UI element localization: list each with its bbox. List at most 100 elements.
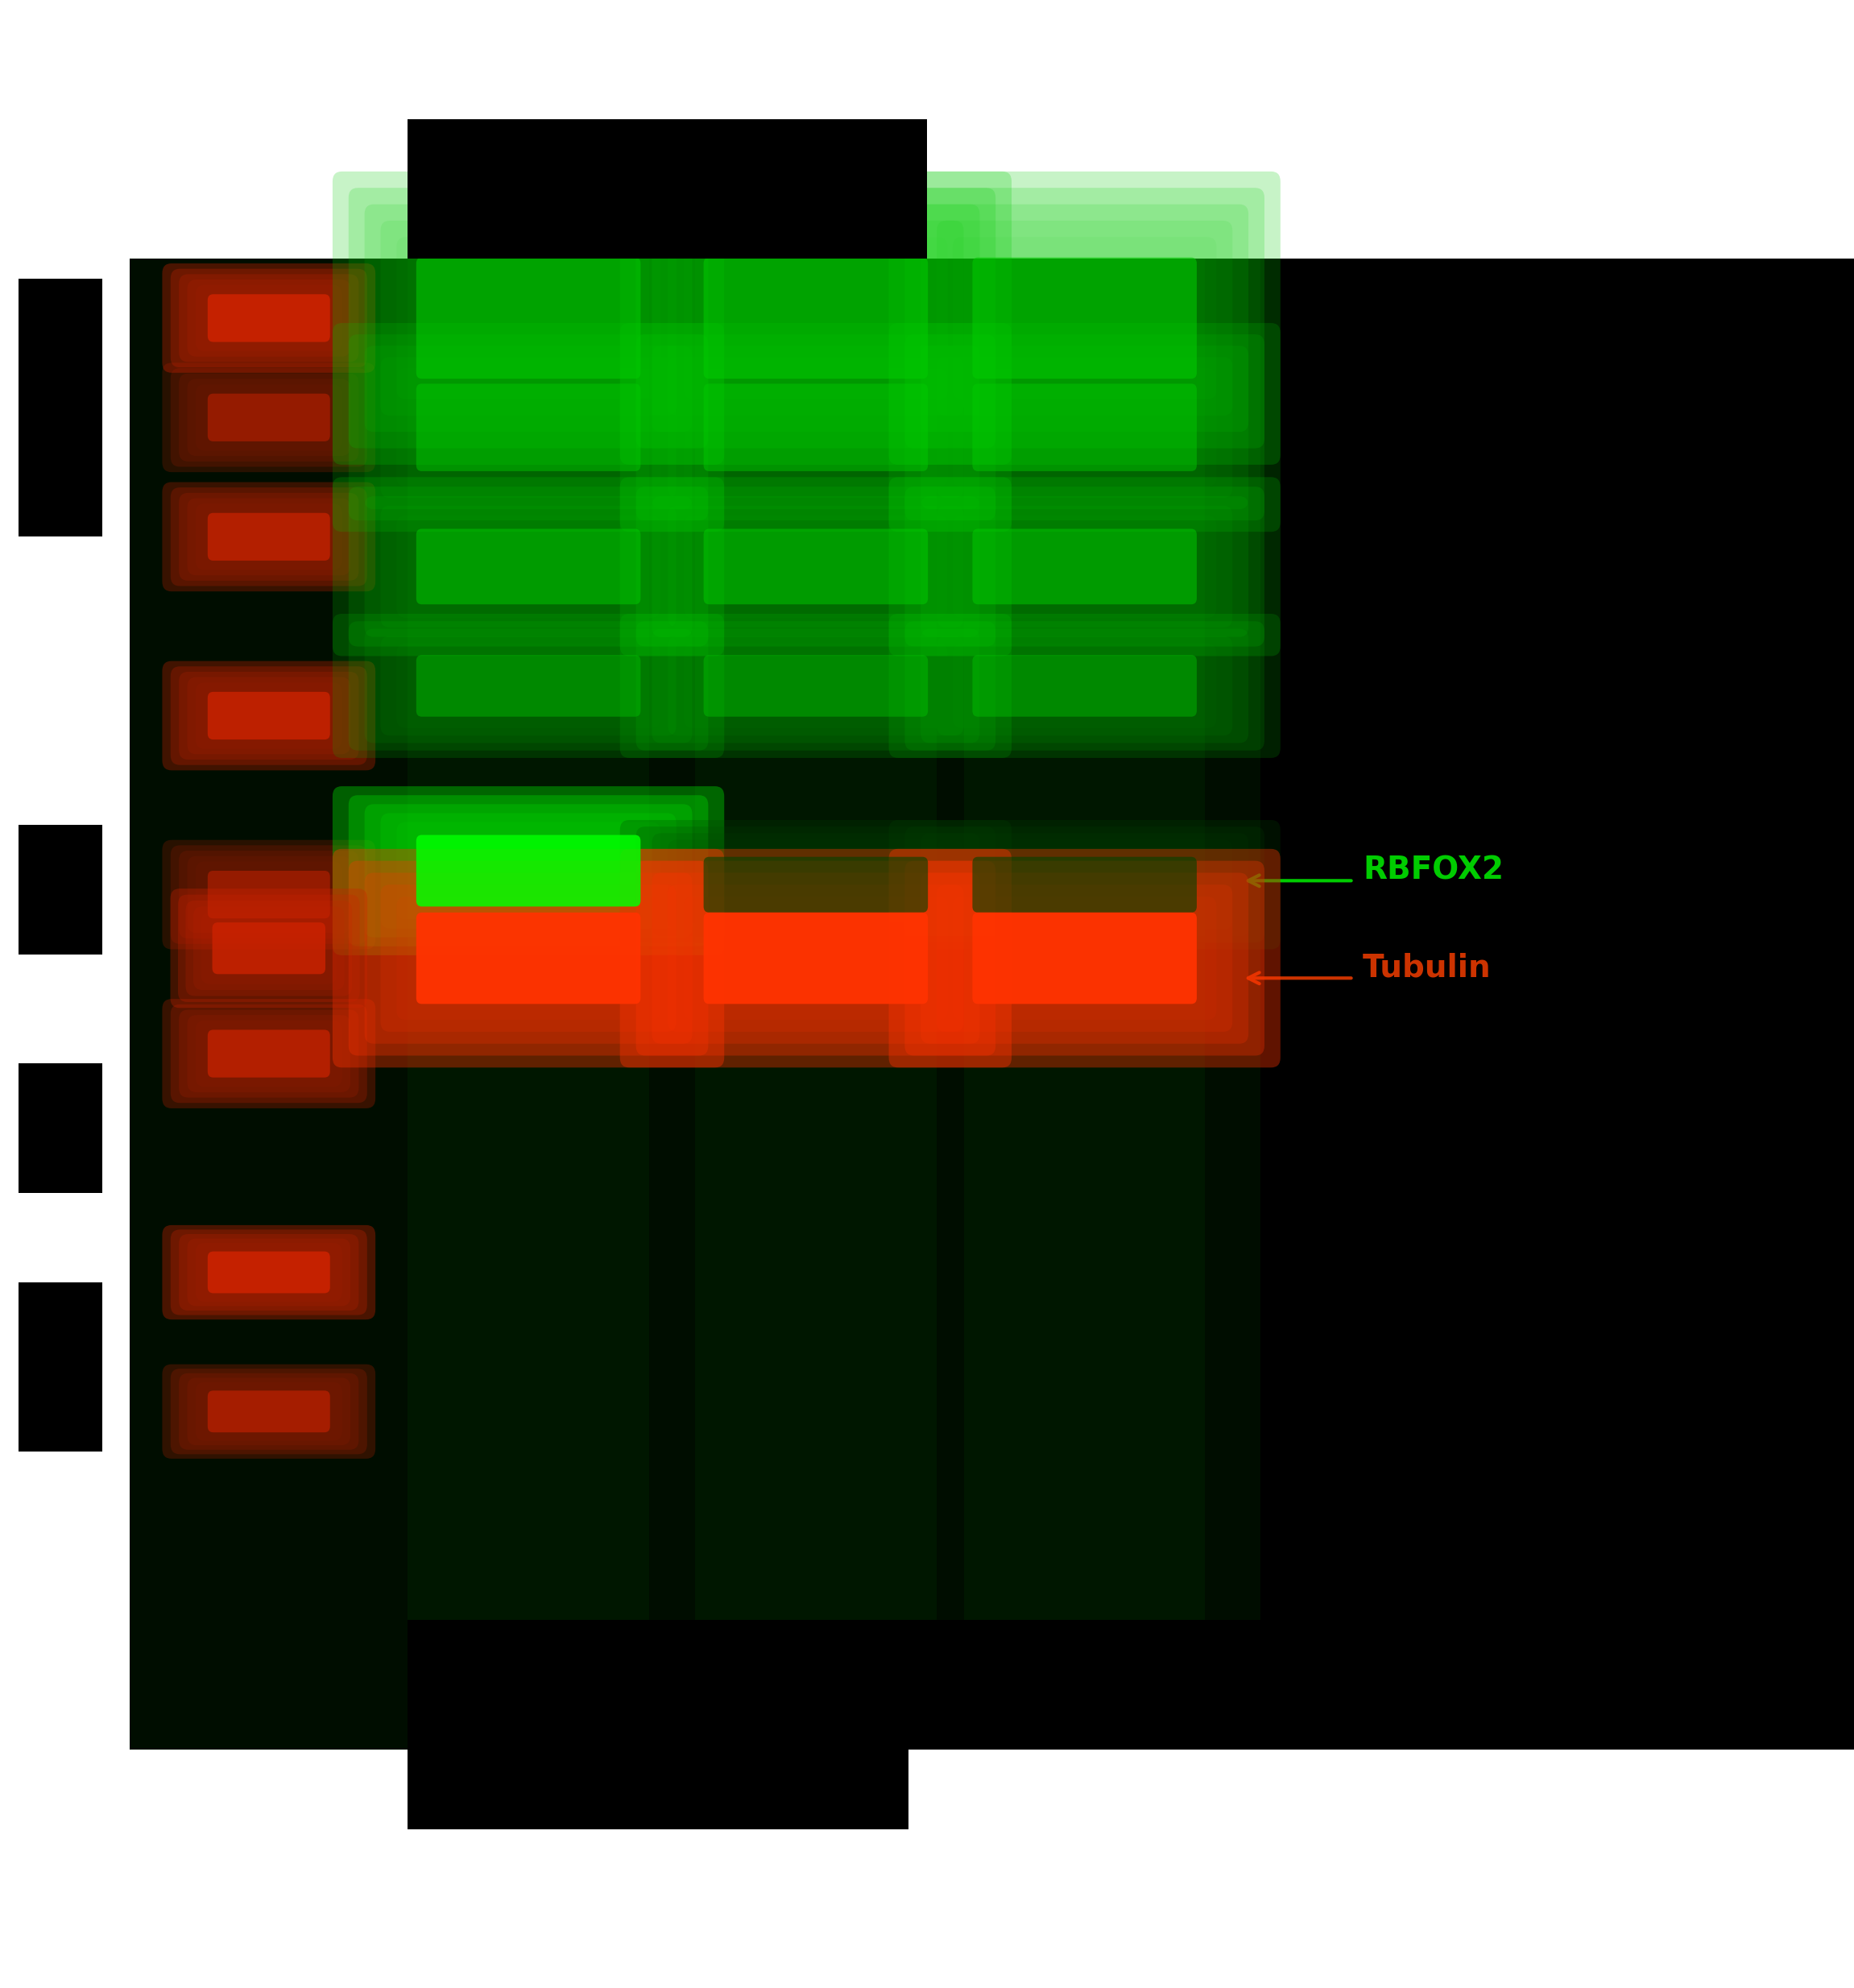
FancyBboxPatch shape bbox=[888, 614, 1281, 757]
FancyBboxPatch shape bbox=[163, 839, 375, 948]
Bar bbox=[408, 258, 649, 1749]
FancyBboxPatch shape bbox=[667, 636, 964, 736]
FancyBboxPatch shape bbox=[653, 833, 979, 936]
FancyBboxPatch shape bbox=[187, 380, 350, 455]
FancyBboxPatch shape bbox=[667, 505, 964, 628]
FancyBboxPatch shape bbox=[171, 889, 367, 1008]
FancyBboxPatch shape bbox=[163, 262, 375, 374]
FancyBboxPatch shape bbox=[349, 189, 708, 449]
FancyBboxPatch shape bbox=[653, 628, 979, 744]
FancyBboxPatch shape bbox=[936, 839, 1233, 930]
FancyBboxPatch shape bbox=[380, 358, 677, 497]
FancyBboxPatch shape bbox=[195, 682, 341, 749]
FancyBboxPatch shape bbox=[415, 256, 640, 378]
FancyBboxPatch shape bbox=[415, 529, 640, 604]
FancyBboxPatch shape bbox=[187, 280, 350, 356]
FancyBboxPatch shape bbox=[208, 1252, 330, 1294]
FancyBboxPatch shape bbox=[187, 1378, 350, 1445]
FancyBboxPatch shape bbox=[208, 513, 330, 561]
FancyBboxPatch shape bbox=[208, 1030, 330, 1077]
FancyBboxPatch shape bbox=[921, 628, 1248, 744]
FancyBboxPatch shape bbox=[163, 481, 375, 592]
FancyBboxPatch shape bbox=[921, 205, 1248, 431]
FancyBboxPatch shape bbox=[171, 368, 367, 467]
FancyBboxPatch shape bbox=[953, 897, 1216, 1020]
FancyBboxPatch shape bbox=[195, 1242, 341, 1302]
Text: RBFOX2: RBFOX2 bbox=[1363, 855, 1504, 887]
Bar bbox=[964, 258, 1205, 1749]
FancyBboxPatch shape bbox=[636, 487, 996, 646]
FancyBboxPatch shape bbox=[365, 205, 692, 431]
FancyBboxPatch shape bbox=[921, 346, 1248, 509]
FancyBboxPatch shape bbox=[208, 1392, 330, 1431]
FancyBboxPatch shape bbox=[636, 620, 996, 749]
FancyBboxPatch shape bbox=[365, 805, 692, 936]
FancyBboxPatch shape bbox=[163, 362, 375, 471]
FancyBboxPatch shape bbox=[163, 1225, 375, 1320]
FancyBboxPatch shape bbox=[397, 821, 660, 918]
FancyBboxPatch shape bbox=[888, 819, 1281, 948]
FancyBboxPatch shape bbox=[667, 839, 964, 930]
Bar bbox=[19, 278, 102, 537]
FancyBboxPatch shape bbox=[187, 1016, 350, 1091]
FancyBboxPatch shape bbox=[171, 268, 367, 368]
FancyBboxPatch shape bbox=[365, 628, 692, 744]
FancyBboxPatch shape bbox=[905, 827, 1264, 942]
FancyBboxPatch shape bbox=[208, 394, 330, 441]
FancyBboxPatch shape bbox=[171, 666, 367, 765]
FancyBboxPatch shape bbox=[971, 384, 1196, 471]
FancyBboxPatch shape bbox=[187, 678, 350, 753]
Bar bbox=[408, 1730, 908, 1829]
FancyBboxPatch shape bbox=[705, 529, 929, 604]
FancyBboxPatch shape bbox=[905, 620, 1264, 749]
FancyBboxPatch shape bbox=[619, 849, 1012, 1068]
FancyBboxPatch shape bbox=[349, 620, 708, 749]
FancyBboxPatch shape bbox=[193, 907, 345, 990]
FancyBboxPatch shape bbox=[185, 901, 352, 996]
FancyBboxPatch shape bbox=[171, 845, 367, 944]
FancyBboxPatch shape bbox=[636, 189, 996, 449]
FancyBboxPatch shape bbox=[636, 827, 996, 942]
FancyBboxPatch shape bbox=[195, 284, 341, 352]
FancyBboxPatch shape bbox=[667, 358, 964, 497]
FancyBboxPatch shape bbox=[195, 1020, 341, 1087]
FancyBboxPatch shape bbox=[163, 1364, 375, 1459]
FancyBboxPatch shape bbox=[187, 499, 350, 575]
FancyBboxPatch shape bbox=[415, 384, 640, 471]
FancyBboxPatch shape bbox=[936, 221, 1233, 415]
FancyBboxPatch shape bbox=[619, 322, 1012, 531]
FancyBboxPatch shape bbox=[349, 795, 708, 946]
FancyBboxPatch shape bbox=[653, 346, 979, 509]
FancyBboxPatch shape bbox=[705, 256, 929, 378]
FancyBboxPatch shape bbox=[178, 374, 358, 461]
Text: Tubulin: Tubulin bbox=[1363, 952, 1491, 984]
FancyBboxPatch shape bbox=[332, 477, 725, 656]
FancyBboxPatch shape bbox=[936, 636, 1233, 736]
FancyBboxPatch shape bbox=[936, 358, 1233, 497]
FancyBboxPatch shape bbox=[921, 497, 1248, 636]
FancyBboxPatch shape bbox=[415, 912, 640, 1004]
FancyBboxPatch shape bbox=[208, 692, 330, 740]
Bar bbox=[408, 1620, 1261, 1749]
Bar bbox=[19, 1064, 102, 1193]
FancyBboxPatch shape bbox=[380, 885, 677, 1032]
FancyBboxPatch shape bbox=[380, 221, 677, 415]
FancyBboxPatch shape bbox=[171, 1370, 367, 1455]
FancyBboxPatch shape bbox=[380, 813, 677, 928]
FancyBboxPatch shape bbox=[905, 487, 1264, 646]
FancyBboxPatch shape bbox=[171, 487, 367, 586]
FancyBboxPatch shape bbox=[705, 654, 929, 718]
FancyBboxPatch shape bbox=[971, 256, 1196, 378]
Bar bbox=[130, 258, 1298, 1749]
FancyBboxPatch shape bbox=[619, 477, 1012, 656]
FancyBboxPatch shape bbox=[653, 497, 979, 636]
FancyBboxPatch shape bbox=[380, 636, 677, 736]
FancyBboxPatch shape bbox=[397, 897, 660, 1020]
FancyBboxPatch shape bbox=[705, 384, 929, 471]
FancyBboxPatch shape bbox=[667, 885, 964, 1032]
FancyBboxPatch shape bbox=[971, 654, 1196, 718]
FancyBboxPatch shape bbox=[171, 1229, 367, 1316]
FancyBboxPatch shape bbox=[415, 654, 640, 718]
FancyBboxPatch shape bbox=[888, 322, 1281, 531]
FancyBboxPatch shape bbox=[380, 505, 677, 628]
